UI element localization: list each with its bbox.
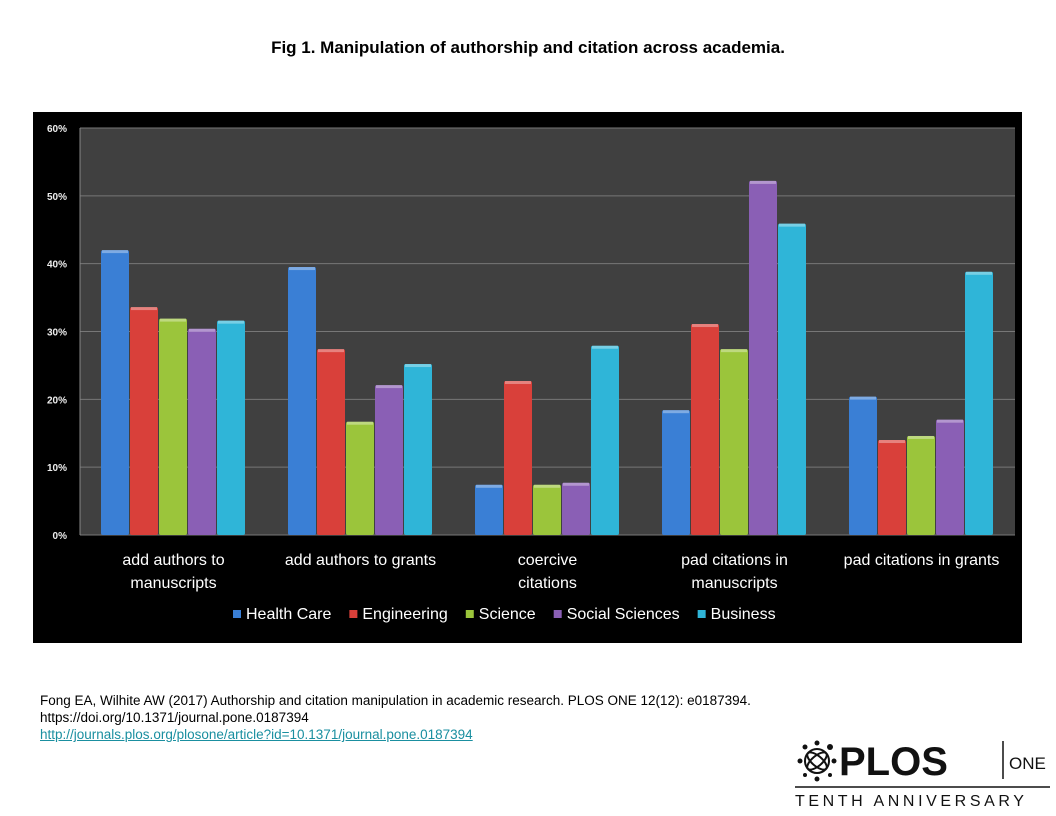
x-tick-label: coercive [518,552,578,569]
bar-highlight [908,435,934,439]
bar-business [217,320,245,535]
bar-highlight [131,307,157,311]
bar-business [965,271,993,535]
bar-highlight [937,419,963,423]
bar-science [907,435,935,535]
x-tick-label: add authors to [122,552,224,569]
bar-social-sciences [749,180,777,535]
bar-engineering [504,381,532,535]
y-tick-label: 40% [47,260,67,271]
legend-swatch [697,610,706,618]
bar-health-care [288,267,316,535]
x-tick-label: add authors to grants [285,552,436,569]
legend-label: Business [711,606,776,623]
legend-swatch [553,610,562,618]
bar-highlight [750,180,776,184]
legend-swatch [233,610,241,618]
bar-health-care [662,410,690,535]
bar-highlight [534,484,560,488]
bar-health-care [849,396,877,535]
bar-social-sciences [562,482,590,535]
logo-brand: PLOS [839,740,948,784]
y-tick-label: 20% [47,395,67,406]
bar-highlight [505,381,531,385]
bar-highlight [850,396,876,400]
chart-panel: 0% 10% 20% 30% 40% 50% 60% add authors to manusc… [33,112,1022,643]
bar-highlight [879,440,905,444]
y-tick-label: 10% [47,463,67,474]
article-link[interactable]: http://journals.plos.org/plosone/article… [40,727,473,742]
bar-highlight [318,349,344,353]
bar-science [159,318,187,535]
bar-health-care [475,484,503,535]
bar-highlight [966,271,992,275]
bar-highlight [102,250,128,254]
bar-highlight [189,328,215,332]
bar-engineering [691,324,719,535]
bar-highlight [779,223,805,227]
legend-label: Health Care [246,606,331,623]
legend-swatch [465,610,474,618]
bar-highlight [347,421,373,425]
bar-highlight [160,318,186,322]
x-tick-label: manuscripts [691,575,777,592]
bar-science [720,349,748,535]
y-tick-label: 60% [47,124,67,135]
bar-highlight [663,410,689,414]
bar-highlight [376,385,402,389]
plos-one-logo: PLOS ONE TENTH ANNIVERSARY [795,740,1050,810]
figure-title: Fig 1. Manipulation of authorship and ci… [271,38,785,57]
bar-engineering [317,349,345,535]
bar-business [404,364,432,535]
bar-highlight [692,324,718,328]
legend-label: Engineering [362,606,447,623]
plos-globe-icon [804,748,830,774]
x-tick-label: manuscripts [130,575,216,592]
bar-chart: 0% 10% 20% 30% 40% 50% 60% add authors to manusc… [47,124,1015,623]
y-tick-label: 50% [47,192,67,203]
legend-label: Social Sciences [567,606,680,623]
x-tick-label: citations [518,575,577,592]
bar-business [591,345,619,535]
legend-label: Science [479,606,536,623]
bar-engineering [130,307,158,535]
y-tick-label: 30% [47,328,67,339]
bar-health-care [101,250,129,535]
citation: Fong EA, Wilhite AW (2017) Authorship an… [40,692,751,743]
x-tick-label: pad citations in grants [844,552,1000,569]
bar-highlight [476,484,502,488]
bar-social-sciences [188,328,216,535]
citation-reference: Fong EA, Wilhite AW (2017) Authorship an… [40,693,751,708]
bar-highlight [289,267,315,271]
bar-social-sciences [375,385,403,535]
bar-highlight [218,320,244,324]
bar-business [778,223,806,535]
y-tick-label: 0% [53,531,68,542]
legend-swatch [349,610,358,618]
bar-highlight [563,482,589,486]
bar-science [533,484,561,535]
bar-science [346,421,374,535]
bar-highlight [405,364,431,368]
logo-journal: ONE [1009,754,1046,773]
bar-highlight [721,349,747,353]
logo-tagline: TENTH ANNIVERSARY [795,793,1028,810]
citation-doi: https://doi.org/10.1371/journal.pone.018… [40,710,309,725]
bar-social-sciences [936,419,964,535]
bar-highlight [592,345,618,349]
bar-engineering [878,440,906,535]
x-tick-label: pad citations in [681,552,788,569]
